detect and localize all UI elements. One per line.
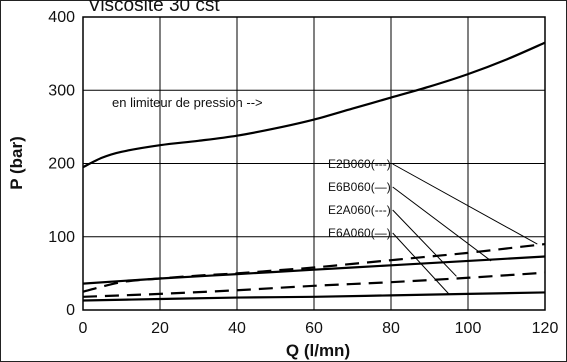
series-line-e6a060 xyxy=(82,291,546,302)
legend-labels: E2B060(---) E6B060(—) E2A060(---) E6A060… xyxy=(328,157,391,240)
leader-line-2 xyxy=(392,209,457,277)
x-tick-label: 60 xyxy=(305,320,323,337)
x-tick-label: 20 xyxy=(151,320,169,337)
series-line-e6b060 xyxy=(82,255,546,285)
series-line-en-limiteur-de-pression xyxy=(82,41,546,169)
series-line-e2a060 xyxy=(82,271,546,298)
x-tick-label: 100 xyxy=(455,320,482,337)
limiter-annotation: en limiteur de pression --> xyxy=(112,95,263,110)
leader-layer xyxy=(392,163,538,295)
grid xyxy=(82,16,546,311)
series-layer xyxy=(82,41,546,302)
x-tick-label: 40 xyxy=(228,320,246,337)
x-tick-labels: 0 20 40 60 80 100 120 xyxy=(79,320,559,337)
plot-area xyxy=(82,16,546,311)
legend-label-e2a060: E2A060(---) xyxy=(328,203,391,217)
x-tick-label: 120 xyxy=(532,320,559,337)
legend-label-e6b060: E6B060(—) xyxy=(328,180,391,194)
leader-line-3 xyxy=(392,232,450,295)
x-tick-label: 80 xyxy=(382,320,400,337)
legend-label-e2b060: E2B060(---) xyxy=(328,157,391,171)
y-tick-label: 0 xyxy=(66,302,75,319)
y-axis-title: P (bar) xyxy=(7,136,26,190)
leader-line-1 xyxy=(392,186,492,262)
leader-line-0 xyxy=(392,163,538,245)
x-tick-label: 0 xyxy=(79,320,88,337)
y-tick-label: 300 xyxy=(48,82,75,99)
chart-title: Viscosité 30 cst xyxy=(88,0,220,16)
y-tick-label: 200 xyxy=(48,156,75,173)
y-tick-label: 100 xyxy=(48,229,75,246)
y-tick-label: 400 xyxy=(48,9,75,26)
x-axis-title: Q (l/mn) xyxy=(286,341,350,360)
legend-label-e6a060: E6A060(—) xyxy=(328,226,391,240)
y-tick-labels: 0 100 200 300 400 xyxy=(48,9,75,319)
